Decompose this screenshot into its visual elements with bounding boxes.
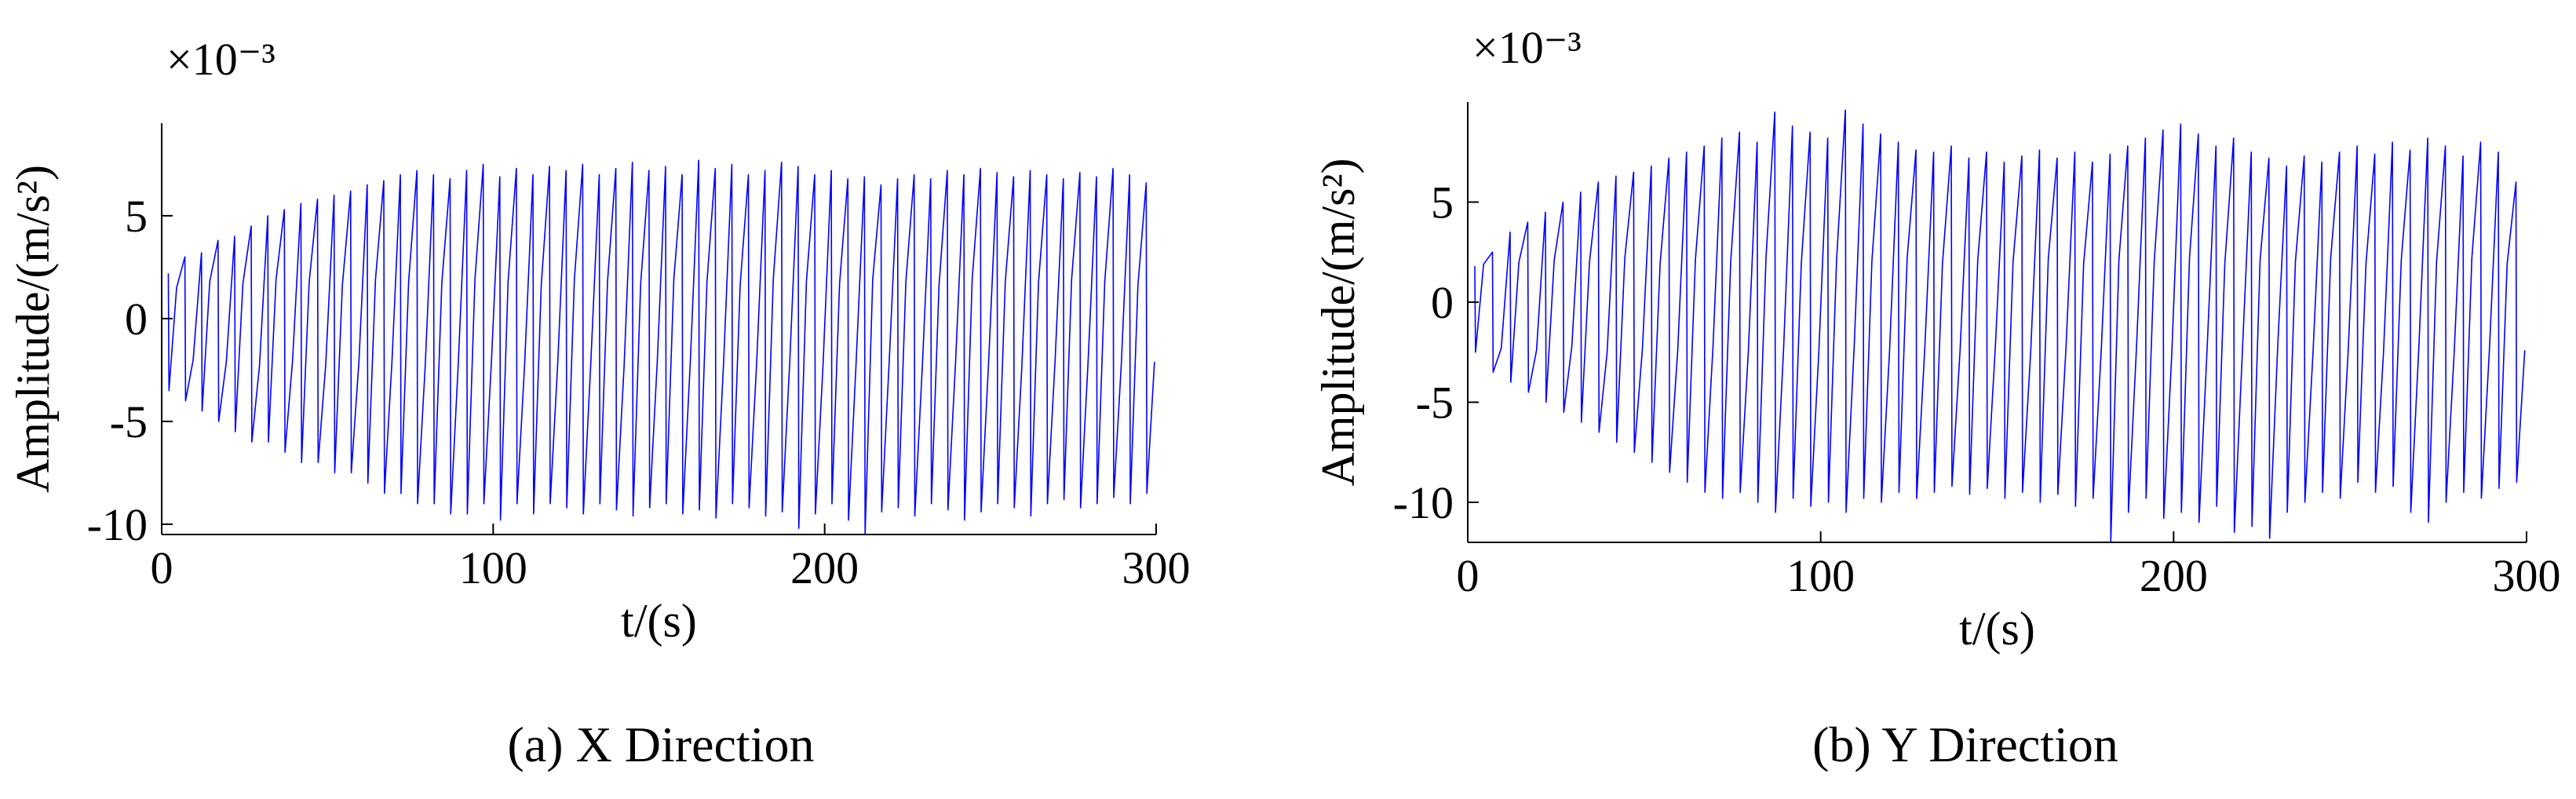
caption: (b) Y Direction: [1812, 717, 2118, 772]
y-tick-label: 0: [1431, 277, 1454, 328]
x-tick-label: 300: [2493, 550, 2561, 601]
y-tick-label: 0: [125, 294, 148, 345]
x-tick-label: 200: [790, 542, 859, 593]
y-tick-label: -5: [110, 396, 148, 447]
y-tick-label: 5: [125, 191, 148, 242]
x-tick-label: 200: [2140, 550, 2208, 601]
y-axis-label: Amplitude/(m/s²): [1312, 159, 1364, 487]
y-tick-label: 5: [1431, 177, 1454, 228]
x-tick-label: 300: [1122, 542, 1191, 593]
signal-line: [167, 159, 1155, 535]
caption: (a) X Direction: [508, 717, 815, 772]
y-tick-label: -5: [1416, 378, 1454, 429]
x-tick-label: 0: [1457, 550, 1480, 601]
y-tick-label: -10: [87, 499, 148, 550]
axis-multiplier: ×10⁻³: [1472, 22, 1582, 73]
x-tick-label: 100: [1786, 550, 1855, 601]
x-axis-label: t/(s): [1959, 603, 2035, 655]
signal-line: [1474, 109, 2526, 543]
x-axis-label: t/(s): [621, 595, 697, 647]
axis-multiplier: ×10⁻³: [166, 34, 275, 85]
x-tick-label: 0: [151, 542, 173, 593]
y-tick-label: -10: [1393, 477, 1454, 528]
x-tick-label: 100: [459, 542, 527, 593]
y-axis-label: Amplitude/(m/s²): [7, 165, 59, 493]
